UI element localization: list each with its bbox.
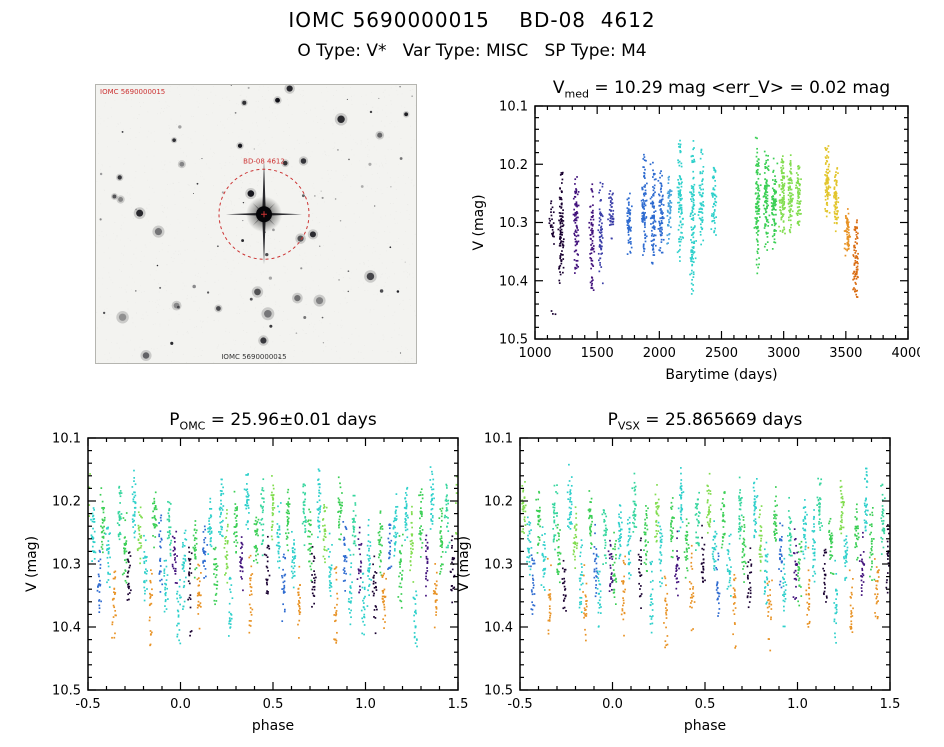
page-subtitle: O Type: V* Var Type: MISC SP Type: M4 (297, 41, 647, 61)
title-text: = 25.865669 days (639, 410, 803, 430)
page-title: IOMC 5690000015 BD-08 4612 (288, 8, 656, 32)
phase-vsx-canvas (440, 432, 902, 742)
phase-vsx-title: PVSX = 25.865669 days (474, 410, 936, 432)
title-subscript: VSX (617, 419, 640, 433)
title-text: V (552, 78, 565, 98)
header: IOMC 5690000015 BD-08 4612 O Type: V* Va… (0, 8, 944, 61)
phase-omc-plot: POMC = 25.96±0.01 days (8, 410, 470, 744)
title-subscript: med (564, 87, 589, 101)
finder-chart-canvas (95, 84, 417, 364)
title-subscript: OMC (179, 419, 206, 433)
title-text: P (607, 410, 618, 430)
finder-chart (95, 84, 417, 364)
lightcurve-title: Vmed = 10.29 mag <err_V> = 0.02 mag (489, 78, 944, 100)
phase-omc-canvas (8, 432, 470, 742)
lightcurve-plot: Vmed = 10.29 mag <err_V> = 0.02 mag (455, 78, 920, 393)
lightcurve-canvas (455, 100, 920, 391)
title-text: P (169, 410, 180, 430)
title-text: = 10.29 mag <err_V> = 0.02 mag (588, 78, 891, 98)
phase-vsx-plot: PVSX = 25.865669 days (440, 410, 902, 744)
title-text: = 25.96±0.01 days (205, 410, 377, 430)
phase-omc-title: POMC = 25.96±0.01 days (42, 410, 504, 432)
